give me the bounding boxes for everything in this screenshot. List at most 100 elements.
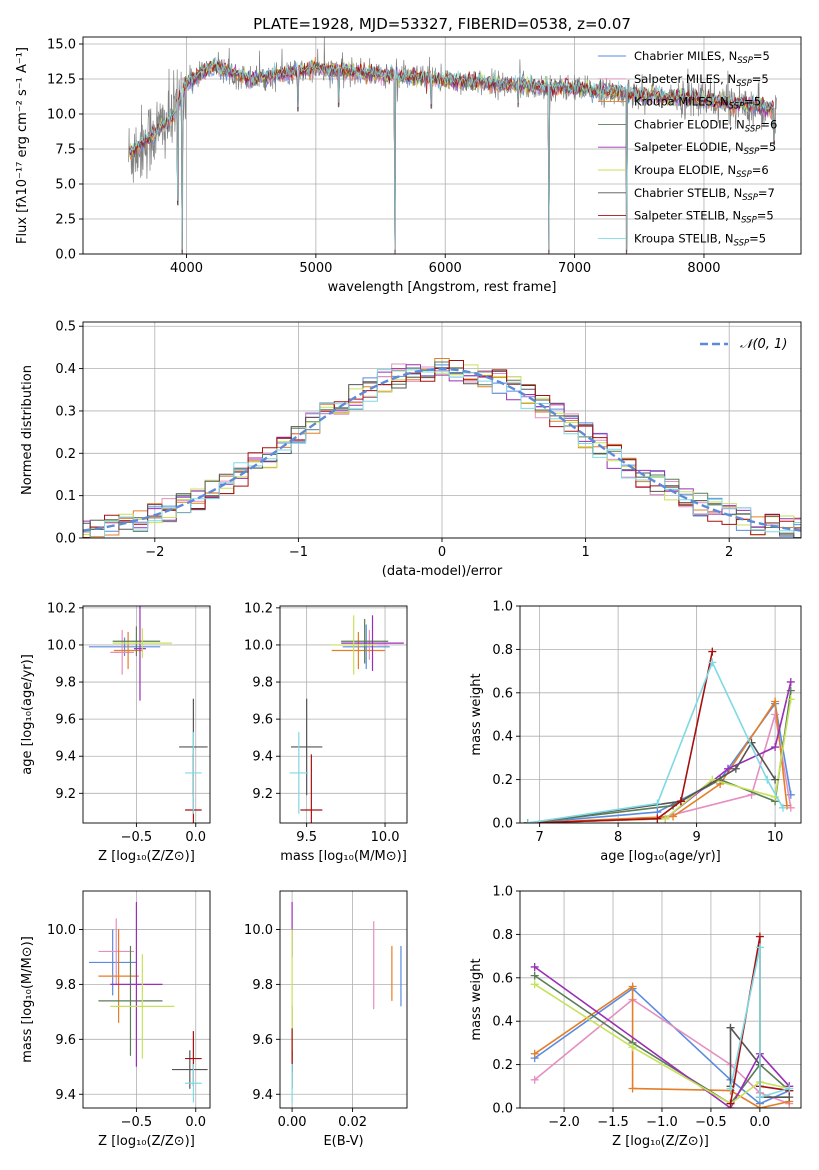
errorbar-point-kroupa_miles bbox=[113, 631, 143, 670]
legend-label-main: Kroupa STELIB, N bbox=[634, 231, 734, 245]
errorbar-point-salpeter_stelib bbox=[300, 754, 323, 823]
weight-marker bbox=[786, 695, 795, 704]
weight-marker bbox=[778, 803, 787, 812]
x-tick-label: 0.0 bbox=[185, 830, 206, 845]
weight-marker bbox=[530, 1075, 539, 1084]
x-tick-label: −1.5 bbox=[597, 1115, 629, 1130]
y-tick-label: 10.2 bbox=[244, 601, 273, 616]
errorbar-point-chabrier_stelib bbox=[172, 1050, 208, 1089]
legend-entry: Kroupa MILES, NSSP=5 bbox=[598, 95, 761, 112]
y-tick-label: 9.6 bbox=[252, 713, 273, 728]
errorbar-point-kroupa_stelib bbox=[185, 1064, 202, 1103]
x-tick-label: 0.00 bbox=[278, 1115, 307, 1130]
residual-histogram-salpeter_elodie bbox=[83, 364, 801, 529]
errorbar-point-salpeter_elodie bbox=[110, 901, 163, 1067]
residual-histogram-chabrier_stelib bbox=[83, 367, 801, 538]
errorbar-point-chabrier_elodie bbox=[98, 945, 163, 1056]
weight-marker bbox=[653, 799, 662, 808]
panel-weight_vs_age: 7 8 9 10 0.0 0.2 0.4 0.6 0.8 1.0 age [log₁₀(age/yr… bbox=[469, 600, 802, 864]
legend-label-main: Chabrier MILES, N bbox=[634, 49, 737, 63]
y-tick-label: 12.5 bbox=[47, 73, 76, 88]
plot-area-residuals bbox=[83, 358, 801, 538]
y-tick-label: 9.8 bbox=[252, 978, 273, 993]
y-axis-label: mass weight bbox=[469, 958, 484, 1040]
weight-series-kroupa_stelib bbox=[726, 943, 794, 1102]
axes-frame bbox=[279, 890, 408, 1109]
y-axis-label: age [log₁₀(age/yr)] bbox=[20, 654, 35, 775]
legend-label-sub: SSP bbox=[734, 238, 750, 248]
weight-line bbox=[534, 966, 790, 1108]
x-tick-label: 0.02 bbox=[338, 1115, 367, 1130]
errorbar-point-kroupa_miles bbox=[98, 929, 139, 1023]
x-tick-label: −0.5 bbox=[695, 1115, 727, 1130]
y-tick-label: 0.0 bbox=[492, 817, 513, 832]
errorbar-point-salpeter_elodie bbox=[341, 615, 404, 671]
plot-area-age_vs_mass bbox=[289, 615, 404, 823]
y-tick-label: 9.2 bbox=[55, 787, 76, 802]
legend-label-tail: =5 bbox=[744, 95, 761, 109]
legend-label-tail: =5 bbox=[759, 140, 776, 154]
figure-title: PLATE=1928, MJD=53327, FIBERID=0538, z=0… bbox=[253, 15, 631, 33]
legend-label: Chabrier MILES, NSSP=5 bbox=[634, 49, 770, 66]
y-tick-label: 0.2 bbox=[492, 773, 513, 788]
x-axis-label: Z [log₁₀(Z/Z⊙)] bbox=[612, 1134, 709, 1149]
legend-label-sub: SSP bbox=[742, 193, 758, 203]
x-axis-label: E(B-V) bbox=[323, 1134, 363, 1149]
axes-frame bbox=[519, 605, 802, 824]
panel-mass_vs_Z: −0.5 0.0 9.4 9.6 9.8 10.0 Z [log₁₀(Z/Z⊙)] mass … bbox=[20, 890, 211, 1149]
legend-label-main: Kroupa MILES, N bbox=[634, 95, 729, 109]
x-tick-label: 0.0 bbox=[750, 1115, 771, 1130]
y-tick-label: 0.0 bbox=[55, 248, 76, 263]
x-tick-label: −2.0 bbox=[548, 1115, 580, 1130]
x-axis-label: Z [log₁₀(Z/Z⊙)] bbox=[98, 849, 195, 864]
x-tick-label: 8 bbox=[614, 830, 622, 845]
weight-marker bbox=[771, 775, 780, 784]
x-tick-label: 10 bbox=[767, 830, 784, 845]
weight-marker bbox=[763, 775, 772, 784]
residual-histogram-kroupa_stelib bbox=[83, 369, 801, 538]
y-tick-label: 0.4 bbox=[492, 1015, 513, 1030]
legend-label-tail: =5 bbox=[752, 72, 769, 86]
x-axis-label: Z [log₁₀(Z/Z⊙)] bbox=[98, 1134, 195, 1149]
weight-marker bbox=[661, 814, 670, 823]
weight-marker bbox=[726, 1023, 735, 1032]
legend-label-sub: SSP bbox=[744, 147, 760, 157]
y-tick-label: 1.0 bbox=[492, 600, 513, 615]
weight-marker bbox=[755, 932, 764, 941]
y-tick-label: 10.0 bbox=[47, 923, 76, 938]
weight-line bbox=[534, 984, 790, 1108]
y-axis-label: mass [log₁₀(M/M⊙)] bbox=[20, 936, 35, 1063]
y-tick-label: 2.5 bbox=[55, 213, 76, 228]
legend-label-main: Salpeter MILES, N bbox=[634, 72, 736, 86]
legend-label-tail: =7 bbox=[758, 186, 775, 200]
weight-marker bbox=[669, 812, 678, 821]
plot-area-mass_vs_ebv bbox=[291, 901, 402, 1103]
plot-area-weight_vs_age bbox=[523, 647, 795, 823]
legend-label: Chabrier ELODIE, NSSP=6 bbox=[634, 117, 777, 134]
axes-frame bbox=[82, 36, 802, 255]
axes-frame bbox=[82, 605, 211, 824]
errorbar-point-chabrier_miles bbox=[342, 624, 390, 670]
x-axis-label: mass [log₁₀(M/M⊙)] bbox=[280, 849, 407, 864]
legend-label-main: Salpeter ELODIE, N bbox=[634, 140, 744, 154]
y-axis-label: Flux [fλ10⁻¹⁷ erg cm⁻² s⁻¹ A⁻¹] bbox=[15, 47, 30, 244]
y-tick-label: 10.0 bbox=[244, 923, 273, 938]
legend-label-main: Salpeter STELIB, N bbox=[634, 209, 741, 223]
y-tick-label: 0.3 bbox=[55, 404, 76, 419]
y-tick-label: 9.2 bbox=[252, 787, 273, 802]
axes-frame bbox=[279, 605, 408, 824]
errorbar-point-salpeter_elodie bbox=[134, 606, 146, 701]
x-axis-label: age [log₁₀(age/yr)] bbox=[600, 849, 721, 864]
weight-series-salpeter_stelib bbox=[523, 647, 717, 823]
y-tick-label: 10.0 bbox=[244, 638, 273, 653]
legend-entry: Kroupa STELIB, NSSP=5 bbox=[598, 231, 766, 248]
legend-label-sub: SSP bbox=[745, 124, 761, 134]
weight-marker bbox=[726, 1099, 735, 1108]
errorbar-point-kroupa_stelib bbox=[289, 732, 309, 814]
x-tick-label: −0.5 bbox=[121, 830, 153, 845]
errorbar-point-chabrier_stelib bbox=[290, 698, 323, 796]
x-tick-label: 7000 bbox=[558, 261, 591, 276]
plot-area-weight_vs_Z bbox=[530, 932, 794, 1108]
weight-series-kroupa_miles bbox=[523, 697, 791, 823]
y-tick-label: 5.0 bbox=[55, 178, 76, 193]
